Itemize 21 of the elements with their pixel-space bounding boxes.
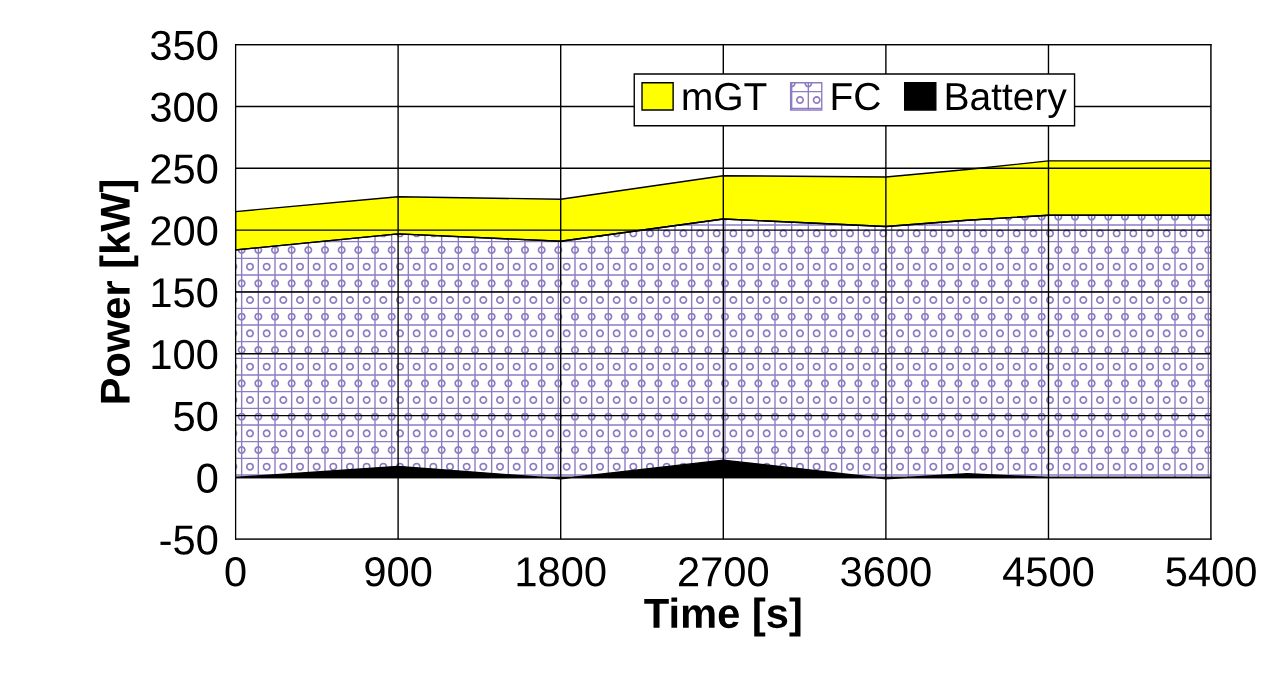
x-tick-label: 900 xyxy=(365,557,432,587)
y-tick-label: 200 xyxy=(151,216,218,246)
x-tick-label: 5400 xyxy=(1166,557,1256,587)
legend-label: Battery xyxy=(946,83,1067,119)
y-tick-label: 150 xyxy=(152,277,218,308)
x-tick-label: 1800 xyxy=(517,557,606,587)
y-tick-label: 0 xyxy=(197,463,218,493)
legend-label: mGT xyxy=(683,82,767,111)
y-tick-label: -50 xyxy=(160,525,218,555)
y-axis-title: Power [kW] xyxy=(99,180,139,403)
y-tick-label: 350 xyxy=(150,30,218,61)
y-tick-label: 50 xyxy=(174,401,218,432)
x-tick-label: 3600 xyxy=(841,557,931,587)
y-tick-label: 300 xyxy=(150,92,218,122)
x-tick-label: 2700 xyxy=(679,557,769,587)
x-axis-title: Time [s] xyxy=(644,597,801,637)
legend-label: FC xyxy=(832,82,880,111)
x-tick-label: 4500 xyxy=(1003,557,1094,587)
x-tick-label: 0 xyxy=(225,557,246,587)
y-tick-label: 100 xyxy=(152,339,218,370)
y-tick-label: 250 xyxy=(151,154,218,184)
